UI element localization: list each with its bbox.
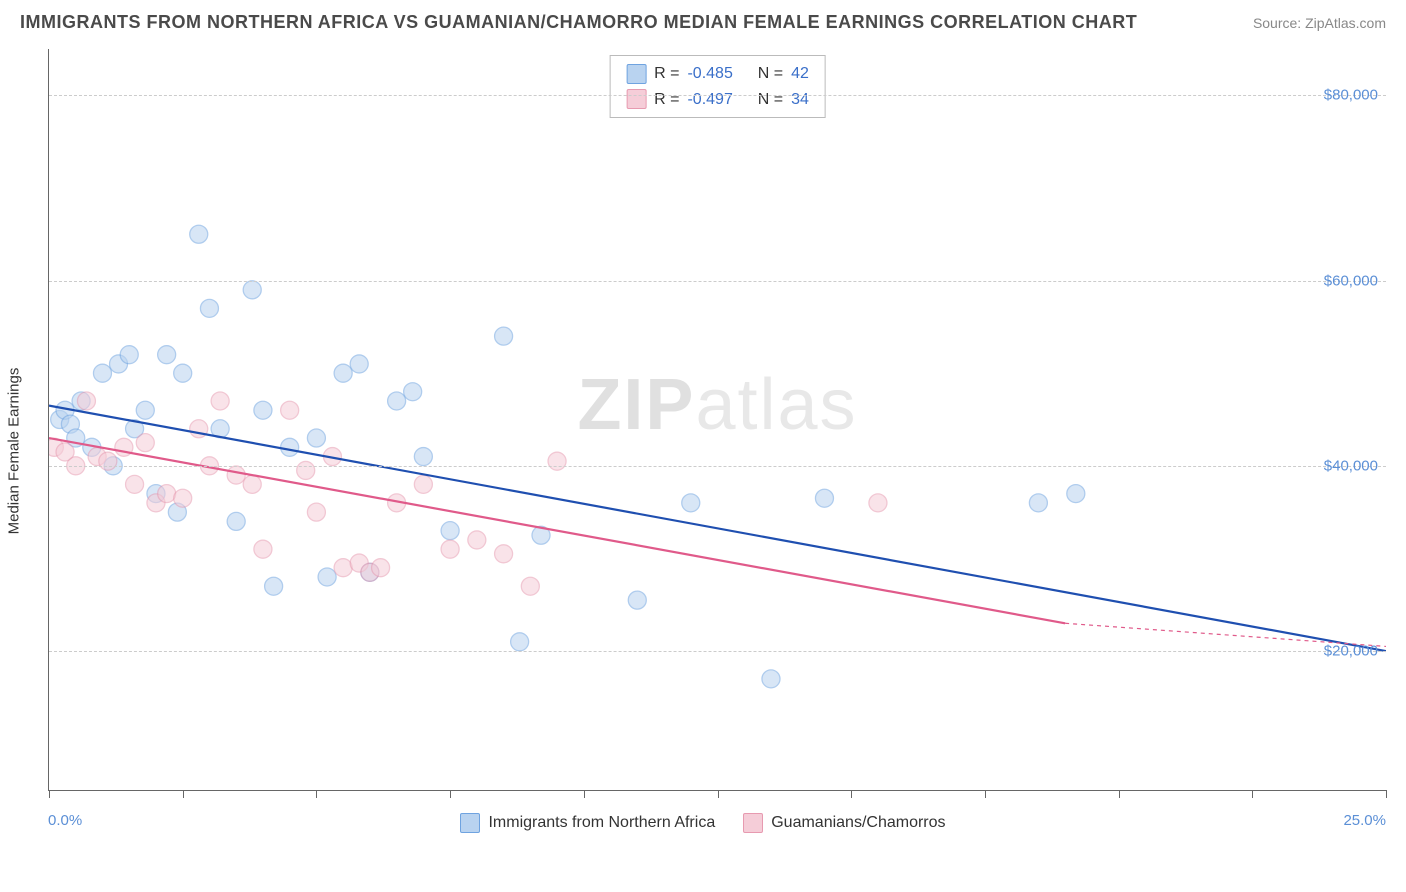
n-label: N = bbox=[758, 61, 783, 87]
chart-title: IMMIGRANTS FROM NORTHERN AFRICA VS GUAMA… bbox=[20, 12, 1137, 33]
source-label: Source: ZipAtlas.com bbox=[1253, 15, 1386, 31]
x-tick bbox=[49, 790, 50, 798]
legend-swatch bbox=[626, 64, 646, 84]
x-tick bbox=[718, 790, 719, 798]
correlation-legend: R = -0.485 N = 42 R = -0.497 N = 34 bbox=[609, 55, 826, 118]
gridline bbox=[49, 281, 1386, 282]
r-value: -0.485 bbox=[687, 61, 732, 87]
gridline bbox=[49, 466, 1386, 467]
r-value: -0.497 bbox=[687, 87, 732, 113]
series-legend: Immigrants from Northern Africa Guamania… bbox=[0, 813, 1406, 833]
x-tick bbox=[316, 790, 317, 798]
legend-item: Guamanians/Chamorros bbox=[743, 813, 945, 833]
gridline bbox=[49, 95, 1386, 96]
plot-region: ZIPatlas R = -0.485 N = 42 R = -0.497 N … bbox=[48, 49, 1386, 791]
x-tick bbox=[1252, 790, 1253, 798]
legend-swatch bbox=[626, 89, 646, 109]
legend-label: Immigrants from Northern Africa bbox=[488, 814, 715, 832]
y-tick-label: $40,000 bbox=[1324, 457, 1378, 474]
n-value: 42 bbox=[791, 61, 809, 87]
y-tick-label: $80,000 bbox=[1324, 87, 1378, 104]
legend-swatch bbox=[743, 813, 763, 833]
legend-swatch bbox=[460, 813, 480, 833]
r-label: R = bbox=[654, 61, 679, 87]
x-tick bbox=[1119, 790, 1120, 798]
x-tick bbox=[450, 790, 451, 798]
gridline bbox=[49, 651, 1386, 652]
x-tick bbox=[1386, 790, 1387, 798]
correlation-legend-row: R = -0.485 N = 42 bbox=[626, 61, 809, 87]
watermark: ZIPatlas bbox=[577, 364, 857, 446]
correlation-legend-row: R = -0.497 N = 34 bbox=[626, 87, 809, 113]
n-label: N = bbox=[758, 87, 783, 113]
chart-area: Median Female Earnings ZIPatlas R = -0.4… bbox=[0, 41, 1406, 861]
x-tick bbox=[985, 790, 986, 798]
y-tick-label: $20,000 bbox=[1324, 643, 1378, 660]
x-tick bbox=[584, 790, 585, 798]
r-label: R = bbox=[654, 87, 679, 113]
y-axis-label: Median Female Earnings bbox=[6, 368, 23, 535]
n-value: 34 bbox=[791, 87, 809, 113]
x-tick bbox=[851, 790, 852, 798]
legend-item: Immigrants from Northern Africa bbox=[460, 813, 715, 833]
legend-label: Guamanians/Chamorros bbox=[771, 814, 945, 832]
x-tick bbox=[183, 790, 184, 798]
y-tick-label: $60,000 bbox=[1324, 272, 1378, 289]
